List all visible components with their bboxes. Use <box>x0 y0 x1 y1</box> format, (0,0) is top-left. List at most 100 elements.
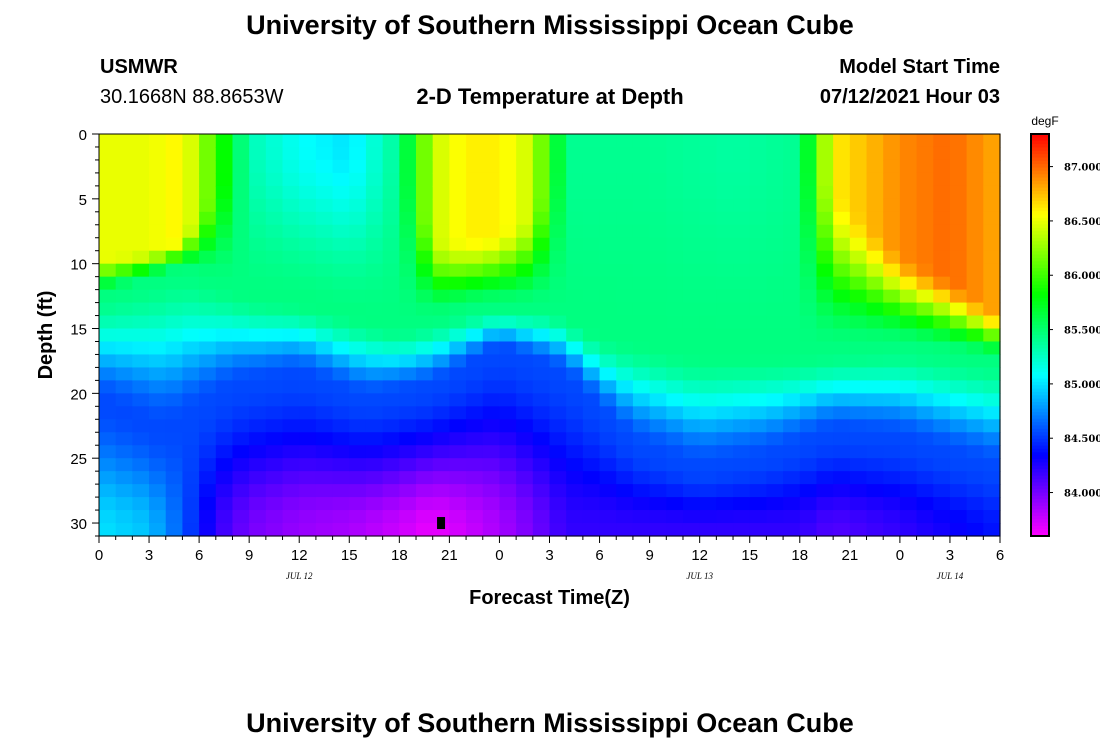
heatmap-cell <box>666 393 684 407</box>
heatmap-cell <box>99 445 117 459</box>
heatmap-cell <box>416 341 434 356</box>
heatmap-cell <box>532 380 551 394</box>
heatmap-cell <box>449 315 467 330</box>
x-tick-label: 9 <box>245 547 253 564</box>
heatmap-cell <box>599 471 617 485</box>
heatmap-cell <box>783 484 801 498</box>
heatmap-cell <box>833 250 851 265</box>
heatmap-cell <box>899 263 918 278</box>
heatmap-cell <box>749 497 768 511</box>
heatmap-cell <box>332 146 350 161</box>
heatmap-cell <box>365 458 384 472</box>
station-name: USMWR <box>100 56 178 78</box>
heatmap-cell <box>949 341 968 356</box>
heatmap-cell <box>232 393 250 407</box>
heatmap-cell <box>799 471 818 485</box>
colorbar-segment <box>1031 150 1049 155</box>
heatmap-cell <box>299 497 317 511</box>
heatmap-cell <box>399 341 417 356</box>
heatmap-cell <box>699 510 717 524</box>
heatmap-cell <box>649 380 667 394</box>
x-tick-label: 3 <box>545 547 553 564</box>
heatmap-cell <box>966 172 984 187</box>
heatmap-cell <box>799 315 818 330</box>
heatmap-cell <box>632 432 651 446</box>
heatmap-cell <box>399 393 417 407</box>
heatmap-cell <box>299 302 317 317</box>
heatmap-cell <box>716 159 734 174</box>
heatmap-cell <box>883 497 901 511</box>
heatmap-cell <box>449 354 467 369</box>
heatmap-cell <box>582 484 601 498</box>
heatmap-cell <box>516 250 534 265</box>
heatmap-cell <box>215 185 234 200</box>
heatmap-cell <box>866 367 884 381</box>
heatmap-cell <box>349 341 367 356</box>
heatmap-cell <box>933 211 951 226</box>
heatmap-cell <box>799 224 818 239</box>
heatmap-cell <box>299 159 317 174</box>
heatmap-cell <box>933 237 951 252</box>
heatmap-cell <box>516 341 534 356</box>
heatmap-cell <box>949 224 968 239</box>
heatmap-cell <box>566 406 584 420</box>
heatmap-cell <box>716 354 734 369</box>
heatmap-cell <box>966 523 984 537</box>
heatmap-cell <box>416 224 434 239</box>
heatmap-cell <box>416 315 434 330</box>
heatmap-cell <box>282 185 300 200</box>
heatmap-cell <box>682 380 701 394</box>
heatmap-cell <box>666 172 684 187</box>
heatmap-cell <box>566 185 584 200</box>
heatmap-cell <box>616 250 634 265</box>
heatmap-cell <box>566 432 584 446</box>
heatmap-cell <box>749 341 768 356</box>
heatmap-cell <box>115 380 133 394</box>
heatmap-cell <box>833 432 851 446</box>
heatmap-cell <box>933 134 951 148</box>
heatmap-cell <box>115 134 133 148</box>
heatmap-cell <box>749 432 768 446</box>
heatmap-cell <box>682 510 701 524</box>
heatmap-cell <box>432 341 450 356</box>
heatmap-cell <box>916 341 934 356</box>
heatmap-cell <box>666 419 684 433</box>
heatmap-cell <box>365 276 384 291</box>
heatmap-cell <box>716 224 734 239</box>
heatmap-cell <box>833 172 851 187</box>
heatmap-cell <box>449 211 467 226</box>
heatmap-cell <box>482 263 501 278</box>
heatmap-cell <box>799 263 818 278</box>
heatmap-cell <box>432 328 450 343</box>
heatmap-cell <box>399 276 417 291</box>
heatmap-cell <box>799 289 818 304</box>
heatmap-cell <box>649 224 667 239</box>
heatmap-cell <box>365 211 384 226</box>
heatmap-cell <box>983 224 1001 239</box>
heatmap-cell <box>149 146 167 161</box>
heatmap-cell <box>365 354 384 369</box>
heatmap-cell <box>299 289 317 304</box>
colorbar-segment <box>1031 509 1049 514</box>
heatmap-cell <box>215 393 234 407</box>
heatmap-cell <box>749 172 768 187</box>
heatmap-cell <box>349 237 367 252</box>
heatmap-cell <box>649 250 667 265</box>
heatmap-cell <box>766 328 784 343</box>
heatmap-cell <box>716 289 734 304</box>
heatmap-cell <box>983 185 1001 200</box>
colorbar-segment <box>1031 221 1049 226</box>
heatmap-cell <box>749 276 768 291</box>
heatmap-cell <box>199 354 217 369</box>
heatmap-cell <box>749 510 768 524</box>
heatmap-cell <box>783 432 801 446</box>
colorbar-segment <box>1031 154 1049 159</box>
heatmap-cell <box>315 419 334 433</box>
heatmap-cell <box>482 185 501 200</box>
heatmap-cell <box>849 367 868 381</box>
heatmap-cell <box>215 510 234 524</box>
heatmap-cell <box>482 354 501 369</box>
heatmap-cell <box>315 341 334 356</box>
heatmap-cell <box>983 134 1001 148</box>
heatmap-cell <box>199 250 217 265</box>
